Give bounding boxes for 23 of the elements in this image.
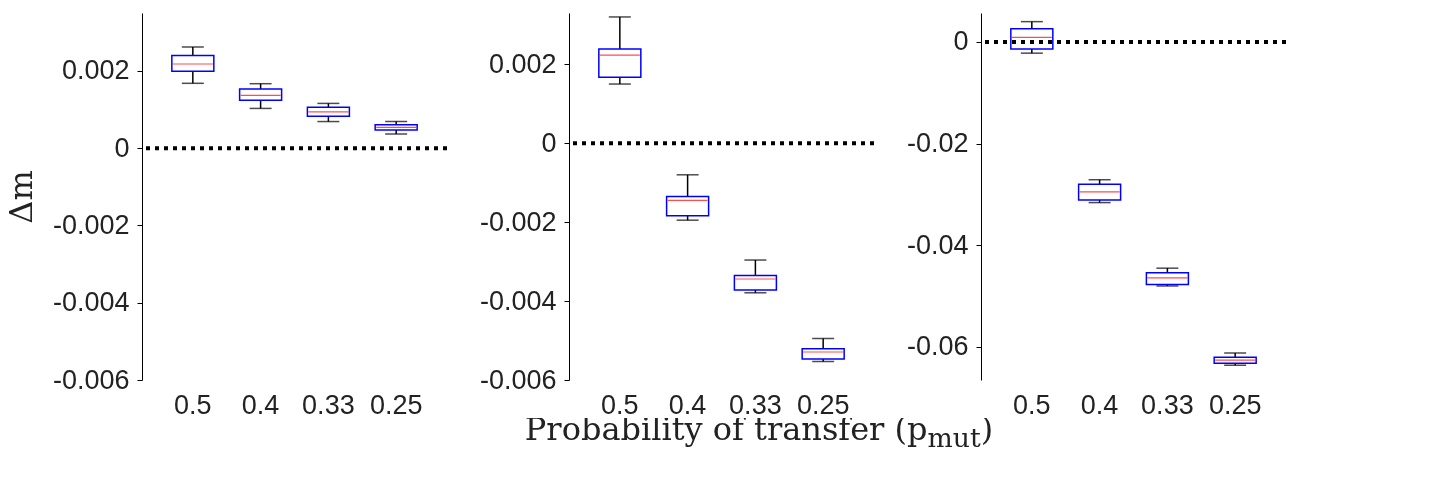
y-tick-label: 0 — [114, 132, 130, 163]
y-tick-label: -0.004 — [479, 285, 557, 316]
x-tick-label: 0.33 — [302, 389, 355, 420]
x-tick-label: 0.4 — [1080, 389, 1119, 420]
y-tick-label: -0.06 — [906, 331, 969, 362]
y-tick-label: -0.004 — [52, 287, 130, 318]
y-tick-label: 0 — [541, 127, 557, 158]
y-tick-label: 0 — [953, 26, 969, 57]
y-axis-title: Δm — [1, 170, 40, 224]
x-tick-label: 0.5 — [1013, 389, 1051, 420]
y-tick-label: -0.006 — [52, 364, 130, 395]
y-tick-label: 0.002 — [488, 48, 557, 79]
x-tick-label: 0.25 — [369, 389, 423, 420]
x-tick-label: 0.4 — [241, 389, 280, 420]
y-tick-label: -0.02 — [906, 128, 969, 159]
x-tick-label: 0.25 — [1208, 389, 1262, 420]
x-tick-label: 0.33 — [1141, 389, 1194, 420]
y-tick-label: -0.006 — [479, 364, 557, 395]
y-tick-label: -0.04 — [906, 229, 969, 260]
y-tick-label: -0.002 — [52, 209, 130, 240]
y-tick-label: 0.002 — [61, 55, 130, 86]
x-tick-label: 0.5 — [174, 389, 212, 420]
y-tick-label: -0.002 — [479, 206, 557, 237]
